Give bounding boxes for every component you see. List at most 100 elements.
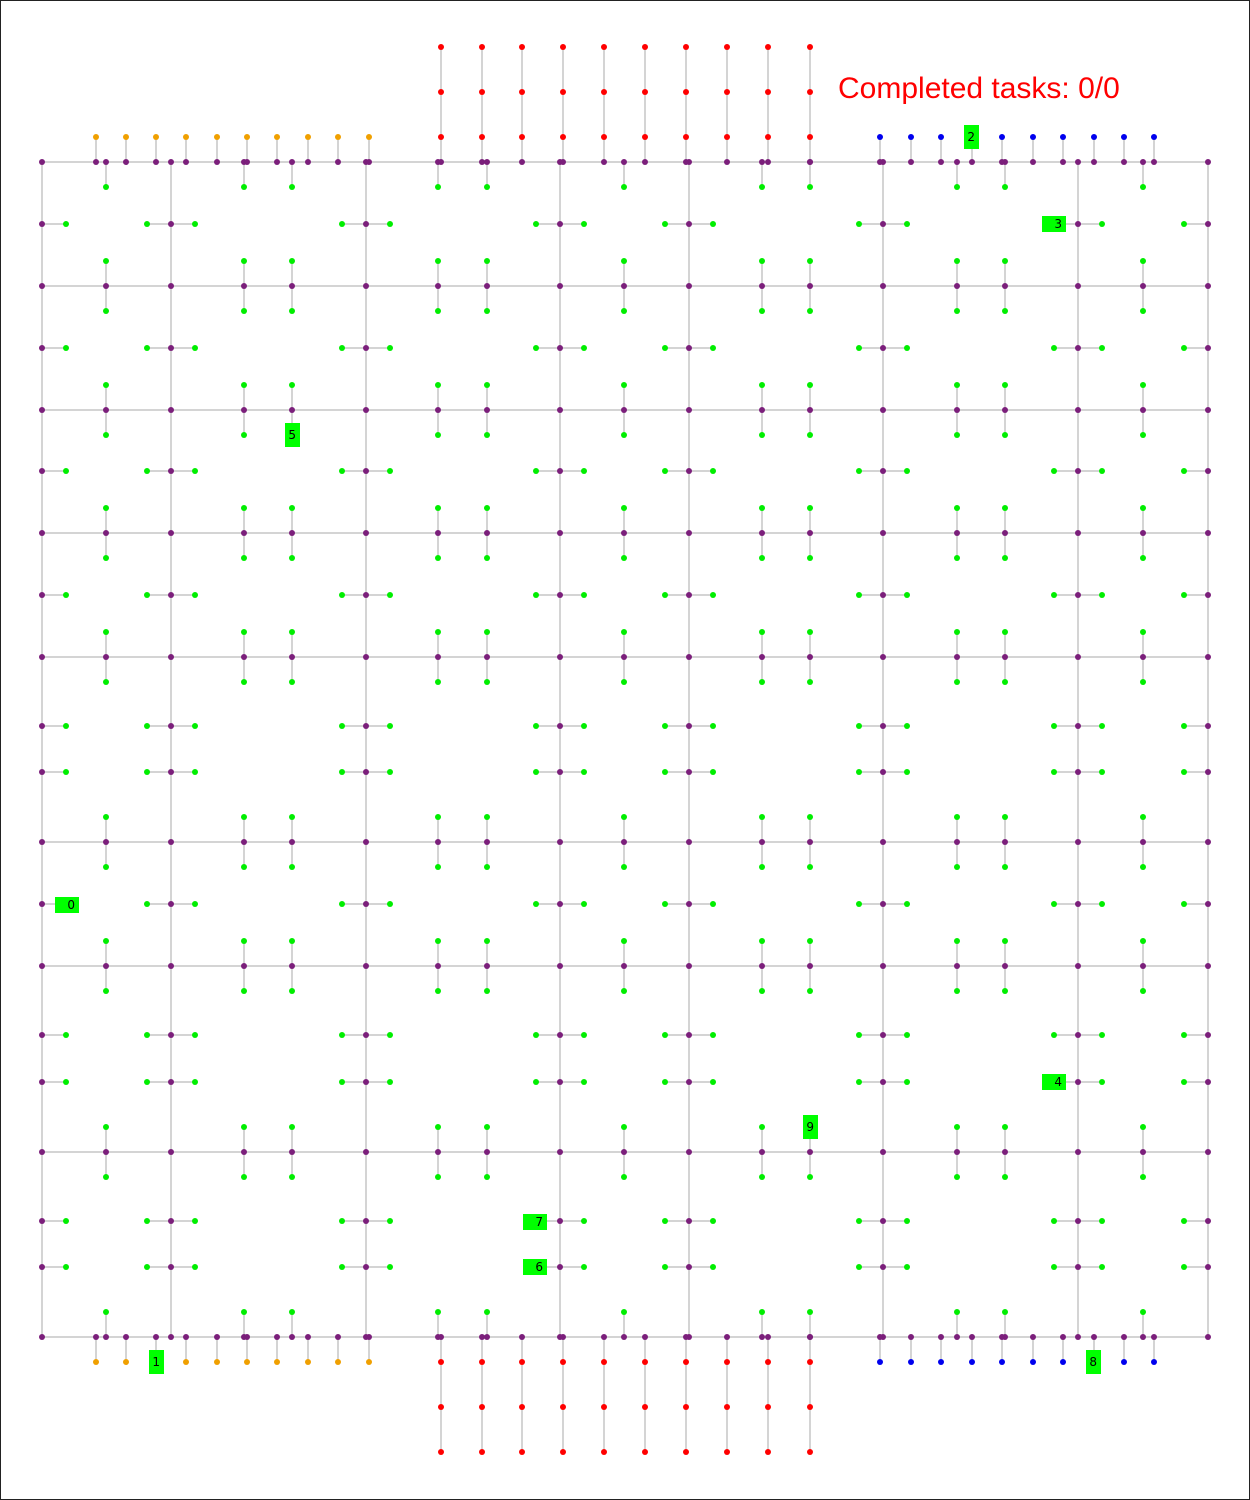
- pickup-node: [765, 1404, 771, 1410]
- workstation-node: [289, 1174, 295, 1180]
- workstation-node: [103, 864, 109, 870]
- track-node: [241, 283, 247, 289]
- workstation-node: [1140, 308, 1146, 314]
- workstation-node: [954, 184, 960, 190]
- workstation-node: [192, 1264, 198, 1270]
- pickup-node: [519, 1359, 525, 1365]
- track-node: [435, 1149, 441, 1155]
- robot-6[interactable]: 6: [523, 1259, 547, 1275]
- track-node: [241, 407, 247, 413]
- track-node: [241, 1149, 247, 1155]
- track-node: [954, 530, 960, 536]
- pickup-node: [560, 134, 566, 140]
- workstation-node: [63, 468, 69, 474]
- track-node: [759, 963, 765, 969]
- workstation-node: [1140, 432, 1146, 438]
- workstation-node: [387, 723, 393, 729]
- robot-7[interactable]: 7: [523, 1214, 547, 1230]
- trunk-node: [686, 1264, 692, 1270]
- robot-8[interactable]: 8: [1086, 1350, 1101, 1374]
- pickup-node: [479, 1404, 485, 1410]
- track-node: [289, 1334, 295, 1340]
- charger-node: [93, 1359, 99, 1365]
- rail-node: [560, 159, 566, 165]
- robot-9[interactable]: 9: [803, 1115, 818, 1139]
- workstation-node: [759, 432, 765, 438]
- workstation-node: [954, 432, 960, 438]
- track-node: [168, 654, 174, 660]
- robot-2[interactable]: 2: [964, 125, 979, 149]
- track-node: [1002, 1149, 1008, 1155]
- track-node: [363, 963, 369, 969]
- workstation-node: [1051, 723, 1057, 729]
- trunk-node: [880, 769, 886, 775]
- workstation-node: [144, 592, 150, 598]
- pickup-node: [438, 1359, 444, 1365]
- trunk-node: [1205, 592, 1211, 598]
- rail-node: [908, 159, 914, 165]
- workstation-node: [581, 1218, 587, 1224]
- workstation-node: [856, 769, 862, 775]
- robot-0[interactable]: 0: [55, 897, 79, 913]
- track-node: [1002, 407, 1008, 413]
- charger-node: [183, 1359, 189, 1365]
- rail-node: [335, 1334, 341, 1340]
- rail-node: [214, 159, 220, 165]
- charger-node: [1121, 134, 1127, 140]
- rail-node: [183, 1334, 189, 1340]
- robot-5[interactable]: 5: [285, 423, 300, 447]
- track-node: [39, 407, 45, 413]
- robot-3[interactable]: 3: [1042, 216, 1066, 232]
- robot-4[interactable]: 4: [1042, 1074, 1066, 1090]
- track-node: [484, 1149, 490, 1155]
- track-node: [686, 407, 692, 413]
- track-node: [880, 654, 886, 660]
- charger-node: [999, 134, 1005, 140]
- track-node: [39, 283, 45, 289]
- trunk-node: [557, 901, 563, 907]
- rail-node: [642, 159, 648, 165]
- track-node: [1002, 839, 1008, 845]
- track-node: [621, 1334, 627, 1340]
- trunk-node: [686, 1218, 692, 1224]
- charger-node: [274, 134, 280, 140]
- trunk-node: [168, 468, 174, 474]
- track-node: [484, 654, 490, 660]
- workstation-node: [807, 308, 813, 314]
- rail-node: [366, 1334, 372, 1340]
- workstation-node: [759, 1124, 765, 1130]
- workstation-node: [710, 1264, 716, 1270]
- workstation-node: [1181, 468, 1187, 474]
- workstation-node: [1181, 221, 1187, 227]
- workstation-node: [533, 1079, 539, 1085]
- trunk-node: [557, 221, 563, 227]
- trunk-node: [363, 1264, 369, 1270]
- rail-node: [519, 1334, 525, 1340]
- track-node: [289, 654, 295, 660]
- track-node: [686, 283, 692, 289]
- workstation-node: [484, 555, 490, 561]
- workstation-node: [1140, 938, 1146, 944]
- rail-node: [999, 159, 1005, 165]
- robot-1[interactable]: 1: [149, 1350, 164, 1374]
- workstation-node: [954, 938, 960, 944]
- workstation-node: [289, 938, 295, 944]
- workstation-node: [856, 1264, 862, 1270]
- trunk-node: [363, 1218, 369, 1224]
- charger-node: [1091, 134, 1097, 140]
- rail-node: [274, 1334, 280, 1340]
- workstation-node: [192, 769, 198, 775]
- trunk-node: [557, 1264, 563, 1270]
- trunk-node: [168, 723, 174, 729]
- track-node: [289, 530, 295, 536]
- workstation-node: [192, 1032, 198, 1038]
- charger-node: [93, 134, 99, 140]
- track-node: [1205, 963, 1211, 969]
- track-node: [1140, 1334, 1146, 1340]
- track-node: [103, 963, 109, 969]
- trunk-node: [686, 592, 692, 598]
- workstation-node: [484, 938, 490, 944]
- charger-node: [938, 1359, 944, 1365]
- workstation-node: [484, 1174, 490, 1180]
- workstation-node: [289, 382, 295, 388]
